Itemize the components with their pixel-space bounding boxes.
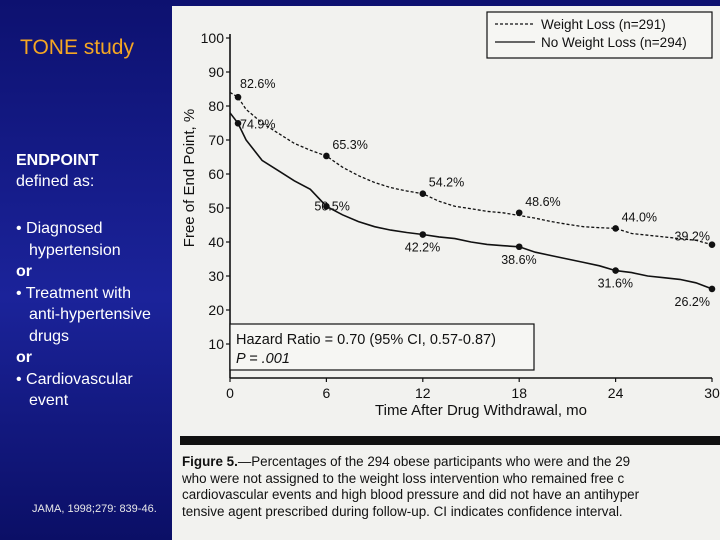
x-tick-label: 18: [511, 385, 527, 401]
citation: JAMA, 1998;279: 839-46.: [32, 503, 157, 515]
y-tick-label: 50: [208, 200, 224, 216]
data-point-marker: [708, 285, 716, 293]
endpoint-heading: ENDPOINT: [16, 152, 99, 169]
data-label: 39.2%: [675, 230, 710, 244]
data-point-marker: [612, 267, 619, 274]
data-point-marker: [323, 203, 330, 210]
data-label: 74.9%: [240, 117, 275, 131]
endpoint-criteria-list: • Diagnosed hypertension or • Treatment …: [16, 218, 176, 412]
hazard-ratio-box: [229, 323, 535, 371]
x-tick-label: 12: [415, 385, 431, 401]
x-tick-label: 30: [704, 385, 720, 401]
x-tick-label: 0: [226, 385, 234, 401]
figure-panel: 10 20 30 40 50 60 70 80 90 100 0 6 12 18 24 30 Time Afte…: [172, 6, 720, 540]
y-tick-label: 90: [208, 64, 224, 80]
data-label: 44.0%: [622, 210, 657, 224]
slide-title: TONE study: [20, 36, 134, 59]
hazard-ratio-text: Hazard Ratio = 0.70 (95% CI, 0.57-0.87): [236, 332, 496, 348]
data-point-marker: [234, 120, 242, 127]
legend-box: [486, 11, 713, 59]
y-tick-label: 70: [208, 132, 224, 148]
criteria-line: • Cardiovascular: [16, 370, 133, 388]
criteria-or: or: [16, 263, 32, 280]
data-label: 65.3%: [332, 138, 367, 152]
caption-label: Figure 5.: [182, 454, 238, 469]
survival-chart: 10 20 30 40 50 60 70 80 90 100 0 6 12 18 24 30 Time Afte…: [181, 11, 720, 419]
criteria-line: drugs: [29, 327, 70, 345]
figure-caption: Figure 5.—Percentages of the 294 obese p…: [182, 454, 720, 520]
data-point-marker: [515, 243, 523, 251]
caption-divider: [180, 436, 720, 445]
no-weight-loss-series-line: [229, 112, 713, 290]
weight-loss-series-line: [229, 91, 713, 246]
data-point-marker: [419, 231, 427, 238]
data-label: 82.6%: [240, 77, 275, 91]
data-point-marker: [419, 190, 427, 198]
x-axis-label: Time After Drug Withdrawal, mo: [375, 402, 587, 419]
legend-entry: Weight Loss (n=291): [541, 17, 666, 32]
data-point-marker: [515, 209, 523, 217]
criteria-or: or: [16, 349, 32, 366]
data-label: 48.6%: [525, 195, 560, 209]
y-tick-label: 80: [208, 98, 224, 114]
data-point-marker: [323, 152, 330, 160]
data-label: 31.6%: [598, 277, 633, 291]
y-tick-label: 100: [201, 30, 225, 46]
data-label: 42.2%: [405, 241, 440, 255]
criteria-line: anti-hypertensive: [29, 306, 151, 323]
data-point-marker: [234, 93, 242, 101]
data-point-marker: [708, 241, 716, 249]
data-label: 38.6%: [501, 253, 536, 267]
endpoint-subheading: defined as:: [16, 173, 95, 190]
y-tick-label: 20: [208, 302, 224, 318]
x-tick-label: 6: [323, 385, 331, 401]
data-label: 50.5%: [314, 199, 349, 213]
data-label: 26.2%: [675, 295, 710, 309]
data-label: 54.2%: [429, 176, 464, 190]
x-tick-label: 24: [608, 385, 624, 401]
criteria-line: hypertension: [29, 241, 121, 259]
caption-text: —Percentages of the 294 obese participan…: [182, 454, 640, 519]
y-tick-label: 10: [208, 336, 224, 352]
p-value-text: P = .001: [236, 351, 290, 367]
y-tick-label: 40: [208, 234, 224, 250]
criteria-line: • Treatment with: [16, 284, 131, 302]
legend-entry: No Weight Loss (n=294): [541, 35, 687, 50]
criteria-line: event: [29, 392, 69, 409]
y-axis-label: Free of End Point, %: [181, 109, 198, 247]
data-point-marker: [612, 225, 619, 232]
y-tick-label: 30: [208, 268, 224, 284]
y-tick-label: 60: [208, 166, 224, 182]
criteria-line: • Diagnosed: [16, 220, 103, 237]
